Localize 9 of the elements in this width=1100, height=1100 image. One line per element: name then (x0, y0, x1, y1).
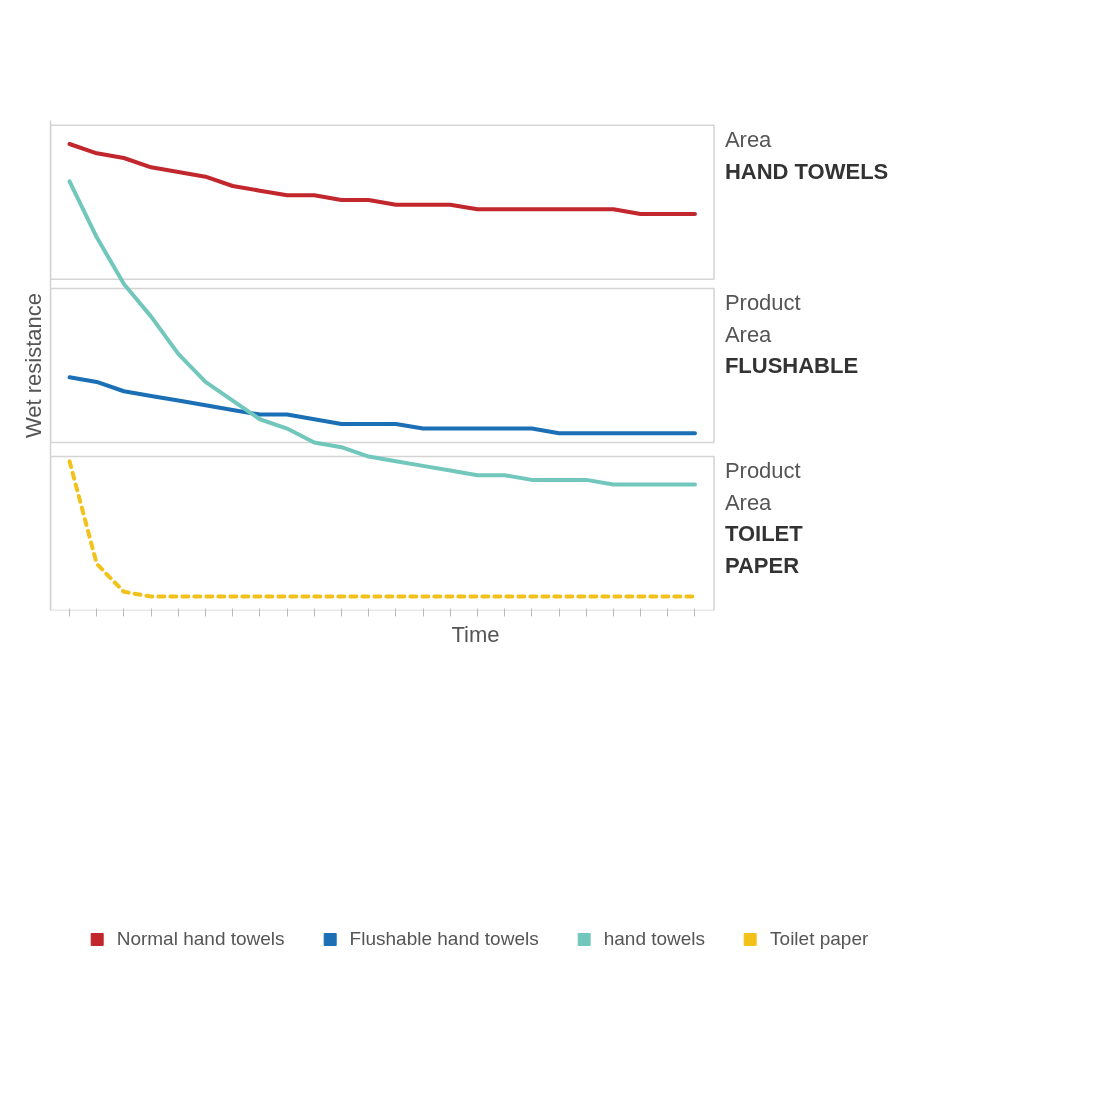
legend-label: hand towels (603, 928, 706, 950)
legend-label: Normal hand towels (116, 928, 285, 950)
x-axis-title: Time (451, 621, 500, 647)
band-label: Area HAND TOWELS (724, 127, 889, 184)
legend-label: Flushable hand towels (349, 928, 539, 950)
y-axis-title: Wet resistance (20, 292, 46, 439)
legend-label: Toilet paper (770, 928, 869, 950)
band-label: Product Area TOILET PAPER (724, 458, 804, 578)
band-label: Product Area FLUSHABLE (724, 290, 859, 379)
